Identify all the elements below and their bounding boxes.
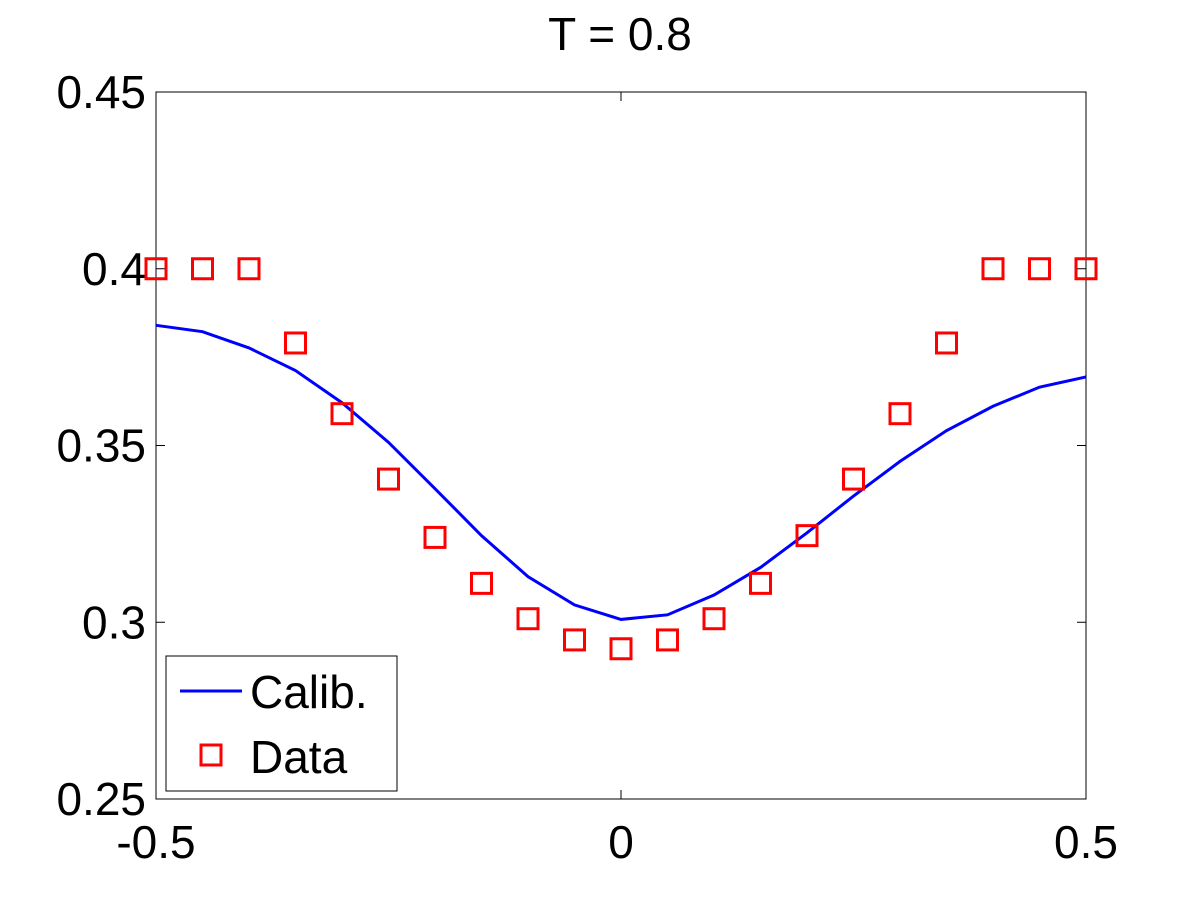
chart-title: T = 0.8 [548,8,692,60]
series-layer [144,257,1098,661]
data-point [1028,257,1051,281]
y-tick-label: 0.25 [56,773,146,825]
data-point [377,467,400,491]
data-point [888,402,912,426]
data-point [609,637,633,661]
axis-tick-labels: -0.5 0 0.5 0.25 0.3 0.35 0.4 0.45 [56,66,1118,868]
legend-label-calib: Calib. [250,666,368,718]
x-tick-label: 0 [608,816,634,868]
data-point [935,331,958,355]
y-tick-label: 0.45 [56,66,146,118]
data-point [981,257,1005,281]
y-tick-label: 0.35 [56,420,146,472]
y-tick-label: 0.3 [82,596,146,648]
data-point [330,402,354,426]
legend-square-swatch [199,743,223,767]
data-point [1074,257,1098,281]
data-point [702,607,726,631]
data-point [795,524,819,548]
legend-box [165,655,398,792]
series-line-calib [155,323,1087,621]
data-point [470,571,493,595]
data-point [656,628,679,652]
data-point [516,607,540,631]
data-point [284,331,307,355]
axis-ticks [155,91,1087,800]
data-point [423,525,447,549]
data-point [749,571,772,595]
data-point [563,628,586,652]
data-point [144,257,168,281]
data-point [237,257,261,281]
data-point [842,467,865,491]
data-point [191,257,214,281]
legend: Calib. Data [165,655,398,792]
legend-label-data: Data [250,731,348,783]
x-tick-label: -0.5 [116,816,195,868]
x-tick-label: 0.5 [1054,816,1118,868]
y-tick-label: 0.4 [82,243,146,295]
